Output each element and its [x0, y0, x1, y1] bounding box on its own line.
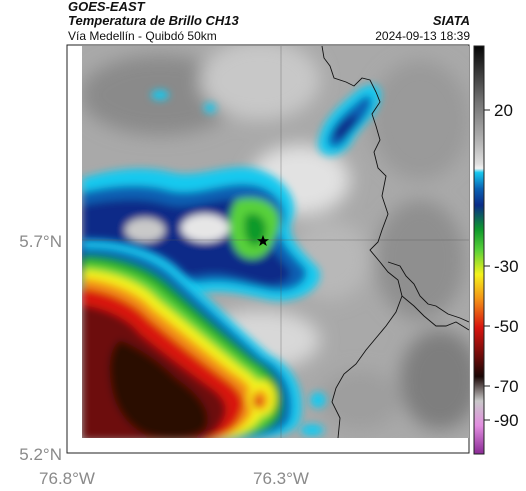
grid-lines: [82, 46, 469, 438]
satellite-title: GOES-EAST: [68, 0, 145, 14]
colorbar-label-minus70: -70: [494, 377, 519, 396]
lon-label-76.8: 76.8°W: [39, 469, 95, 488]
datetime-label: 2024-09-13 18:39: [375, 29, 470, 43]
colorbar-label-20: 20: [494, 101, 513, 120]
cloud-field: [82, 46, 469, 438]
colorbar-label-minus30: -30: [494, 257, 519, 276]
region-label: Vía Medellín - Quibdó 50km: [68, 29, 217, 43]
lon-label-76.3: 76.3°W: [253, 469, 309, 488]
colorbar-label-minus90: -90: [494, 411, 519, 430]
product-title: Temperatura de Brillo CH13: [68, 13, 239, 28]
colorbar: 20 -30 -50 -70 -90: [473, 45, 519, 455]
colorbar-label-minus50: -50: [494, 317, 519, 336]
boundary-lines: [321, 46, 469, 438]
lat-label-5.7: 5.7°N: [19, 232, 62, 251]
lat-label-5.2: 5.2°N: [19, 445, 62, 464]
org-label: SIATA: [432, 13, 470, 28]
star-marker: [257, 235, 269, 246]
